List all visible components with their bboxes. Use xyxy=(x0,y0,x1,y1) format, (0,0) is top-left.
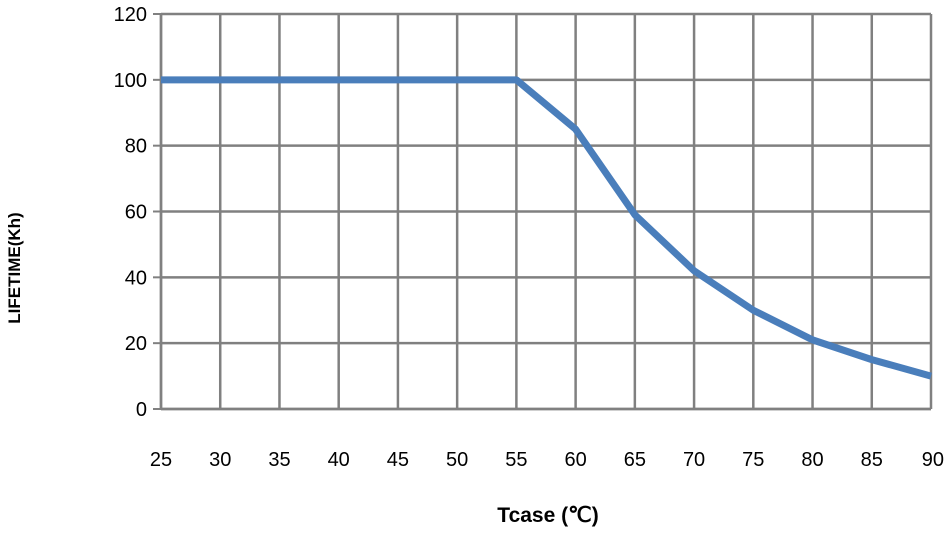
y-tick-label-40: 40 xyxy=(125,267,147,289)
y-tick-label-80: 80 xyxy=(125,136,147,158)
x-tick-label-60: 60 xyxy=(564,449,586,471)
y-tick-label-20: 20 xyxy=(125,333,147,355)
y-tick-labels: 0 20 40 60 80 100 120 xyxy=(114,4,147,421)
x-tick-label-80: 80 xyxy=(801,449,823,471)
series-line-0 xyxy=(161,76,932,380)
x-tick-label-25: 25 xyxy=(150,449,172,471)
x-tick-label-75: 75 xyxy=(742,449,764,471)
x-tick-label-35: 35 xyxy=(268,449,290,471)
x-tick-label-70: 70 xyxy=(683,449,705,471)
series-group xyxy=(161,76,932,380)
y-axis-title: LIFETIME(Kh) xyxy=(5,212,24,323)
x-tick-label-45: 45 xyxy=(387,449,409,471)
x-tick-label-50: 50 xyxy=(446,449,468,471)
x-tick-label-55: 55 xyxy=(505,449,527,471)
y-tick-label-100: 100 xyxy=(114,70,147,92)
x-tick-label-85: 85 xyxy=(861,449,883,471)
y-tick-label-120: 120 xyxy=(114,4,147,26)
y-tick-label-0: 0 xyxy=(136,399,147,421)
x-tick-label-90: 90 xyxy=(922,449,944,471)
x-tick-labels: 25 30 35 40 45 50 55 60 65 70 75 80 85 90 xyxy=(150,449,944,471)
x-tick-label-40: 40 xyxy=(328,449,350,471)
x-tick-label-65: 65 xyxy=(624,449,646,471)
x-axis-title: Tcase (℃) xyxy=(497,504,598,527)
y-tick-label-60: 60 xyxy=(125,202,147,224)
grid xyxy=(159,12,933,411)
x-tick-label-30: 30 xyxy=(209,449,231,471)
